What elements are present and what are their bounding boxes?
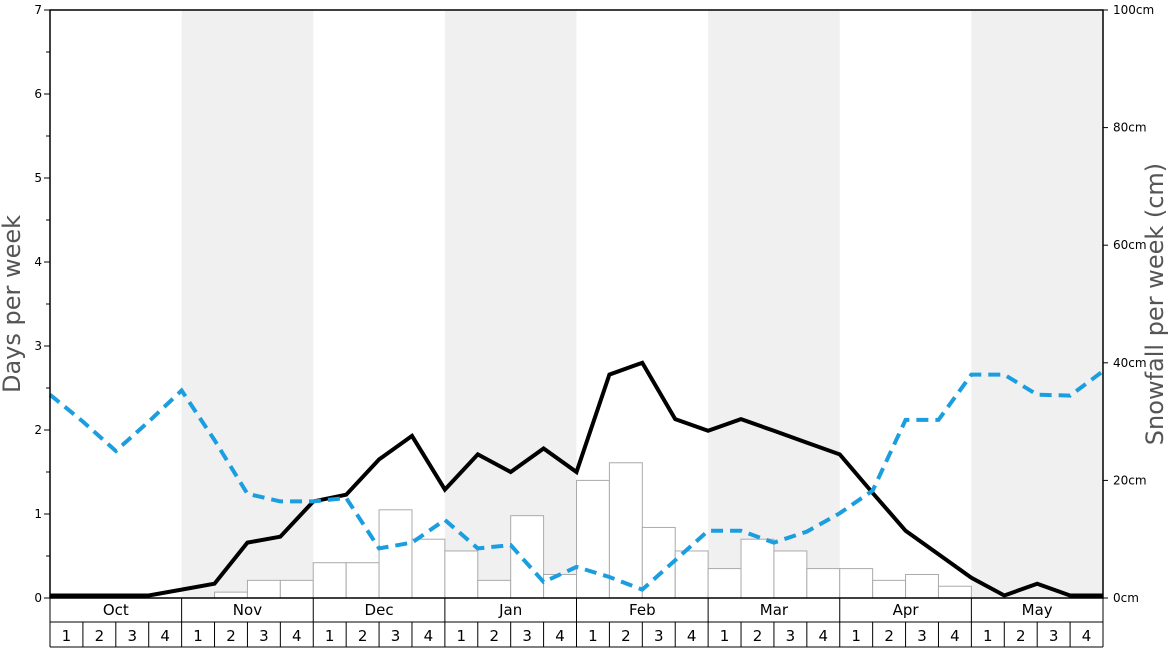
left-axis-tick-label: 4	[34, 255, 42, 269]
month-label-feb: Feb	[629, 601, 656, 619]
week-label: 1	[325, 627, 335, 645]
month-shading-layer	[181, 10, 1103, 598]
snowfall-bar	[444, 550, 479, 599]
week-label: 3	[786, 627, 796, 645]
snowfall-bar	[345, 562, 380, 599]
snowfall-bar	[839, 568, 874, 599]
month-label-apr: Apr	[893, 601, 920, 619]
left-axis-tick-label: 0	[34, 591, 42, 605]
snowfall-bar	[576, 479, 610, 599]
week-label: 2	[95, 627, 105, 645]
month-label-mar: Mar	[760, 601, 789, 619]
left-axis-tick-label: 1	[34, 507, 42, 521]
month-shading-jan	[444, 10, 577, 598]
month-shading-nov	[181, 10, 314, 598]
snowfall-bar	[740, 538, 775, 599]
snowfall-bar	[411, 538, 446, 599]
month-shading-mar	[708, 10, 840, 598]
week-label: 4	[160, 627, 170, 645]
solid-black-line	[50, 360, 1103, 598]
snowfall-bar	[214, 591, 248, 599]
week-label: 1	[193, 627, 203, 645]
left-axis-tick-label: 2	[34, 423, 42, 437]
week-label: 2	[358, 627, 368, 645]
axis-layer: 0 1 2 3 4 5 6 7 0cm 20cm 40cm 60cm 80cm 100cm	[34, 3, 1154, 605]
snowfall-bar	[806, 568, 841, 599]
week-label: 1	[457, 627, 467, 645]
snowfall-bar	[510, 515, 545, 599]
week-label: 4	[687, 627, 697, 645]
snowfall-bar	[543, 573, 577, 599]
snowfall-bar	[608, 462, 643, 599]
right-axis-tick-label: 0cm	[1113, 591, 1139, 605]
dashed-blue-line	[48, 369, 1105, 592]
week-label: 2	[621, 627, 631, 645]
snowfall-bar	[279, 579, 314, 599]
snowfall-bar	[674, 550, 709, 599]
month-label-oct: Oct	[103, 601, 129, 619]
right-axis-tick-label: 80cm	[1113, 121, 1147, 135]
week-label: 1	[851, 627, 861, 645]
week-label: 2	[753, 627, 763, 645]
week-label: 3	[391, 627, 401, 645]
week-label: 3	[522, 627, 532, 645]
snowfall-bar	[246, 579, 281, 599]
week-label: 4	[292, 627, 302, 645]
week-label: 4	[950, 627, 960, 645]
snowfall-bars-layer	[214, 462, 972, 599]
month-shading-may	[971, 10, 1103, 598]
left-axis-tick-label: 7	[34, 3, 42, 17]
right-axis-title: Snowfall per week (cm)	[1141, 163, 1168, 445]
snowfall-bar	[905, 573, 939, 599]
month-label-dec: Dec	[365, 601, 394, 619]
week-label: 4	[424, 627, 434, 645]
right-axis-tick-label: 100cm	[1113, 3, 1154, 17]
week-label: 3	[917, 627, 927, 645]
right-axis-tick-label: 20cm	[1113, 473, 1147, 487]
month-label-jan: Jan	[498, 601, 522, 619]
week-label: 3	[654, 627, 664, 645]
x-axis-table-layer: Oct Nov Dec Jan Feb Mar Apr May 1 2 3 4 1 2 3 4 1 2 3 4 1 2 3 4…	[49, 598, 1104, 648]
left-axis-tick-label: 5	[34, 171, 42, 185]
left-axis-tick-label: 6	[34, 87, 42, 101]
month-label-may: May	[1022, 601, 1053, 619]
snowfall-bar	[773, 550, 808, 599]
month-label-nov: Nov	[233, 601, 262, 619]
snowfall-bar	[872, 579, 907, 599]
week-label: 2	[489, 627, 499, 645]
week-label: 3	[127, 627, 137, 645]
week-label: 4	[819, 627, 829, 645]
day-lines-layer	[48, 360, 1105, 598]
right-axis-tick-label: 60cm	[1113, 238, 1147, 252]
week-label: 2	[226, 627, 236, 645]
left-axis-title: Days per week	[0, 215, 26, 393]
week-label: 1	[720, 627, 730, 645]
week-label: 4	[1082, 627, 1092, 645]
week-label: 4	[555, 627, 565, 645]
week-label: 1	[983, 627, 993, 645]
left-axis-tick-label: 3	[34, 339, 42, 353]
snowfall-bar	[378, 509, 413, 599]
snowfall-bar	[937, 585, 972, 599]
week-label: 3	[1049, 627, 1059, 645]
week-label: 2	[1016, 627, 1026, 645]
week-label: 3	[259, 627, 269, 645]
week-label: 1	[588, 627, 598, 645]
right-axis-tick-label: 40cm	[1113, 356, 1147, 370]
snowfall-bar	[312, 562, 347, 599]
week-label: 1	[62, 627, 72, 645]
week-label: 2	[884, 627, 894, 645]
snowfall-bar	[477, 579, 512, 599]
snowfall-bar	[707, 568, 742, 599]
